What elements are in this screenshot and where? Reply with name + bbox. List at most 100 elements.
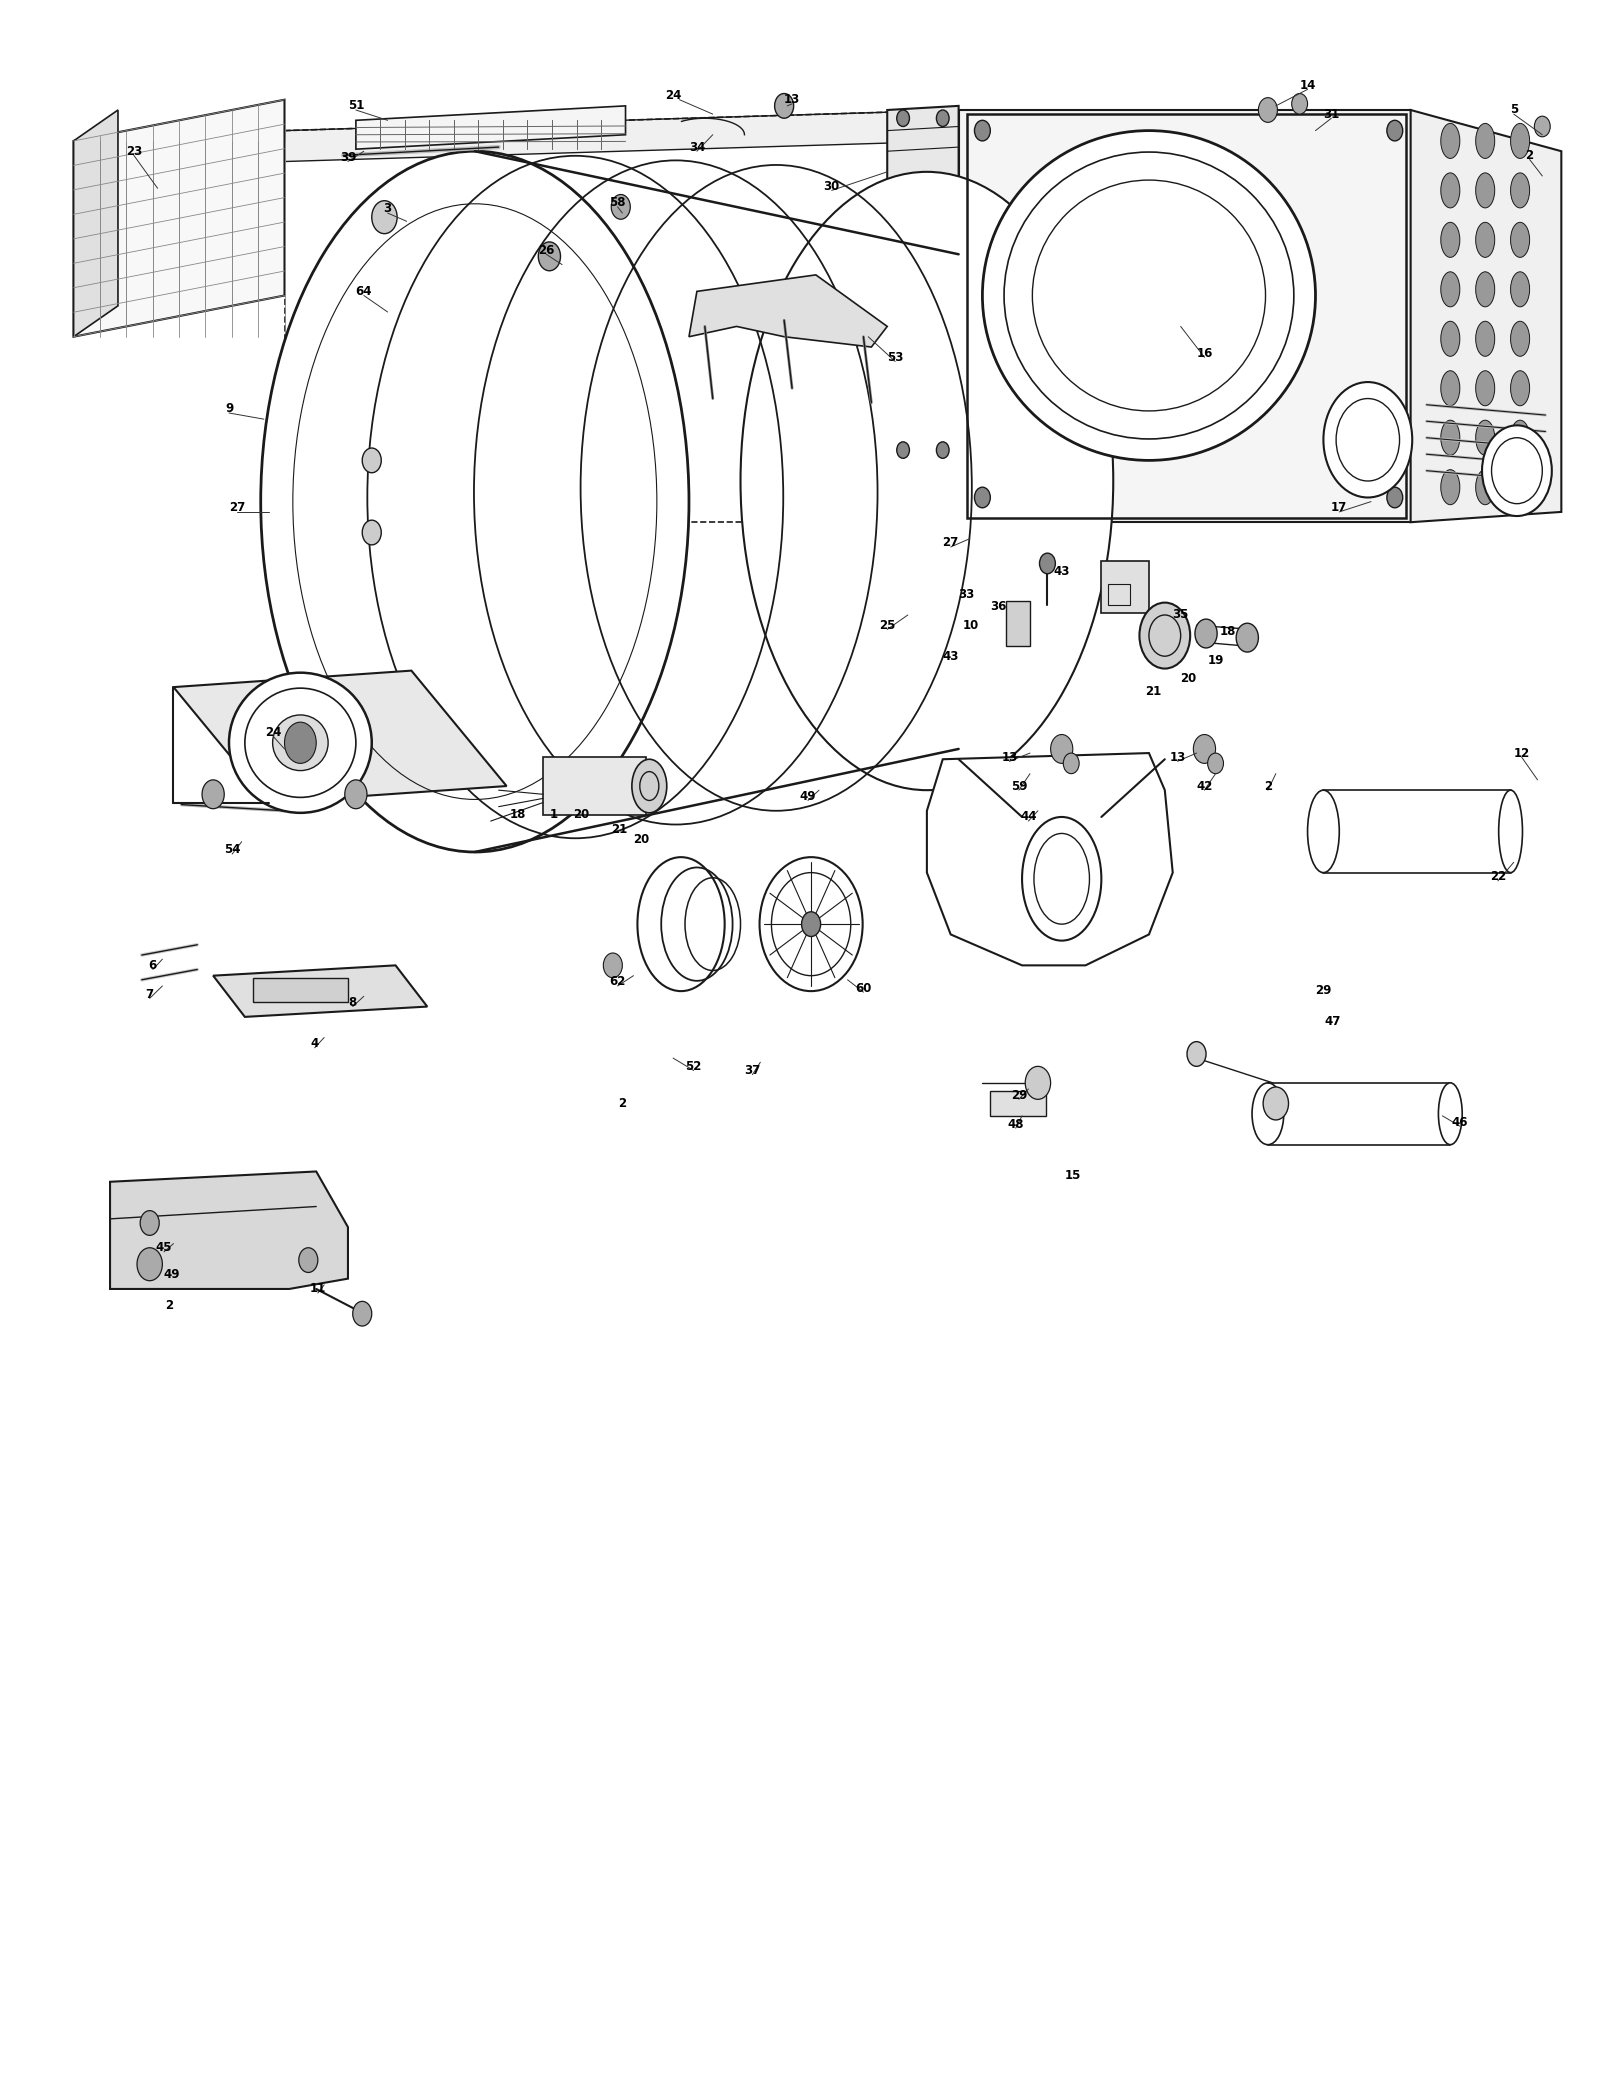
Polygon shape: [355, 106, 626, 149]
Ellipse shape: [1510, 122, 1530, 158]
Text: 11: 11: [310, 1282, 326, 1295]
Circle shape: [974, 488, 990, 508]
Ellipse shape: [1475, 371, 1494, 407]
Bar: [253, 977, 347, 1002]
Circle shape: [1040, 554, 1056, 575]
Ellipse shape: [1499, 791, 1523, 874]
Ellipse shape: [1510, 469, 1530, 504]
Text: 27: 27: [229, 502, 245, 515]
Circle shape: [352, 1301, 371, 1326]
Ellipse shape: [1440, 122, 1459, 158]
Text: 62: 62: [610, 975, 626, 988]
Bar: [1006, 600, 1030, 645]
Ellipse shape: [272, 716, 328, 770]
Circle shape: [1026, 1067, 1051, 1100]
Text: 25: 25: [878, 618, 896, 631]
Ellipse shape: [1475, 122, 1494, 158]
Text: 21: 21: [1146, 685, 1162, 697]
Circle shape: [1187, 1042, 1206, 1067]
Text: 33: 33: [958, 587, 974, 602]
Text: 43: 43: [1053, 564, 1070, 579]
Polygon shape: [285, 110, 958, 162]
Ellipse shape: [1440, 469, 1459, 504]
Text: 12: 12: [1514, 747, 1530, 759]
Text: 30: 30: [824, 181, 840, 193]
Circle shape: [1387, 120, 1403, 141]
Text: 53: 53: [886, 351, 904, 363]
Text: 43: 43: [942, 649, 958, 662]
Circle shape: [285, 722, 317, 764]
Text: 17: 17: [1331, 502, 1347, 515]
Circle shape: [299, 1247, 318, 1272]
Circle shape: [774, 93, 794, 118]
Text: 29: 29: [1011, 1089, 1027, 1102]
Text: 48: 48: [1008, 1118, 1024, 1131]
Text: 4: 4: [310, 1038, 318, 1050]
Ellipse shape: [741, 172, 1114, 791]
Text: 49: 49: [163, 1268, 181, 1280]
Circle shape: [202, 780, 224, 809]
Bar: [990, 1091, 1046, 1116]
Text: 3: 3: [384, 203, 392, 216]
Text: 49: 49: [800, 791, 816, 803]
Ellipse shape: [1475, 222, 1494, 257]
Text: 1: 1: [550, 809, 558, 822]
Ellipse shape: [1307, 791, 1339, 874]
Circle shape: [1194, 735, 1216, 764]
Text: 60: 60: [856, 981, 872, 994]
Ellipse shape: [1440, 371, 1459, 407]
Circle shape: [538, 243, 560, 270]
Ellipse shape: [1440, 421, 1459, 454]
Text: 47: 47: [1325, 1015, 1341, 1027]
Text: 52: 52: [685, 1060, 702, 1073]
Circle shape: [1051, 735, 1074, 764]
Text: 18: 18: [1221, 625, 1237, 637]
Text: 35: 35: [1173, 608, 1189, 622]
Polygon shape: [74, 100, 285, 336]
Ellipse shape: [229, 672, 371, 813]
Polygon shape: [173, 670, 507, 803]
Ellipse shape: [1475, 469, 1494, 504]
Text: 20: 20: [1181, 672, 1197, 685]
Polygon shape: [888, 106, 958, 465]
Ellipse shape: [1440, 272, 1459, 307]
Text: 31: 31: [1323, 108, 1339, 120]
Ellipse shape: [261, 151, 690, 853]
Text: 15: 15: [1064, 1168, 1082, 1183]
Text: 2: 2: [1264, 780, 1272, 793]
Text: 9: 9: [226, 403, 234, 415]
Text: 2: 2: [165, 1299, 173, 1311]
Text: 39: 39: [339, 151, 357, 164]
Circle shape: [362, 448, 381, 473]
Circle shape: [1262, 1087, 1288, 1120]
Text: 7: 7: [146, 988, 154, 1000]
Text: 22: 22: [1490, 869, 1506, 884]
Text: 29: 29: [1315, 984, 1331, 996]
Circle shape: [371, 201, 397, 234]
Polygon shape: [926, 753, 1173, 965]
Ellipse shape: [1005, 151, 1294, 440]
Circle shape: [1195, 618, 1218, 647]
Ellipse shape: [1475, 272, 1494, 307]
Text: 44: 44: [1021, 811, 1037, 824]
Ellipse shape: [1440, 222, 1459, 257]
Polygon shape: [74, 110, 118, 336]
Text: 8: 8: [349, 996, 357, 1008]
Text: 26: 26: [538, 243, 555, 257]
Ellipse shape: [1440, 172, 1459, 208]
Circle shape: [1064, 753, 1078, 774]
Text: 37: 37: [744, 1064, 760, 1077]
Ellipse shape: [1510, 222, 1530, 257]
Circle shape: [141, 1210, 160, 1235]
Text: 58: 58: [610, 197, 626, 210]
Circle shape: [611, 195, 630, 220]
Text: 5: 5: [1510, 104, 1518, 116]
Circle shape: [1323, 382, 1413, 498]
Circle shape: [936, 110, 949, 127]
Ellipse shape: [1510, 371, 1530, 407]
Text: 24: 24: [266, 726, 282, 739]
Text: 2: 2: [1525, 149, 1534, 162]
Circle shape: [1291, 93, 1307, 114]
Text: 51: 51: [347, 100, 365, 112]
Text: 13: 13: [784, 93, 800, 106]
